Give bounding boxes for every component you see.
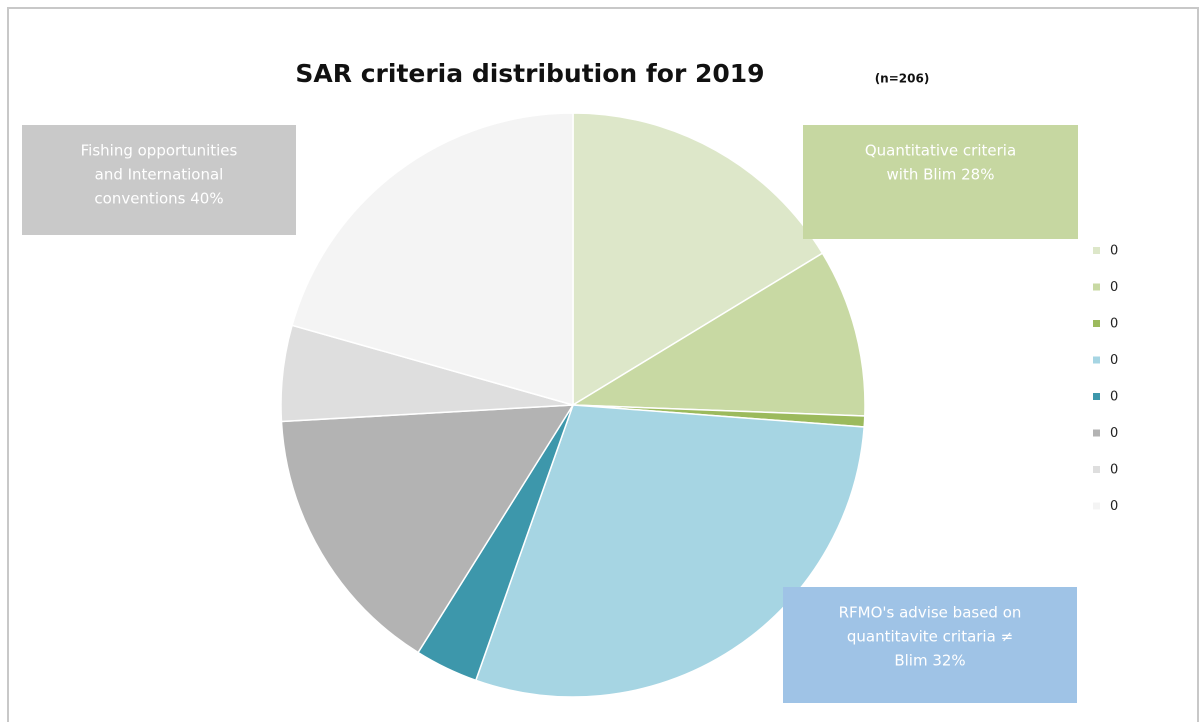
legend-swatch [1093,393,1100,400]
annotation-text: quantitavite critaria ≠ [847,628,1013,646]
legend-swatch [1093,429,1100,437]
legend-swatch [1093,247,1100,254]
annotation-box [22,125,296,235]
chart-title: SAR criteria distribution for 2019 [295,59,764,88]
annotation-text: with Blim 28% [887,166,995,184]
annotation-box [803,125,1078,239]
chart-subtitle: (n=206) [875,72,930,86]
legend-swatch [1093,502,1100,510]
pie-slice [570,252,866,417]
legend-label: 0 [1110,280,1118,295]
annotation-text: Blim 32% [894,652,965,670]
annotation-text: Quantitative criteria [865,142,1016,160]
annotation-text: conventions 40% [94,190,223,208]
annotation-text: Fishing opportunities [81,142,238,160]
legend-swatch [1093,356,1100,364]
legend-swatch [1093,466,1100,473]
pie-slice [474,404,865,698]
pie-slice [280,404,575,654]
annotation-text: RFMO's advise based on [839,604,1022,622]
legend-label: 0 [1110,317,1118,332]
legend-label: 0 [1110,499,1118,514]
pie-slice [291,112,574,406]
legend-label: 0 [1110,463,1118,478]
annotation-box [783,587,1077,703]
legend-swatch [1093,283,1100,291]
legend-label: 0 [1110,426,1118,441]
annotation-text: and International [95,166,224,184]
legend-label: 0 [1110,353,1118,368]
legend-label: 0 [1110,390,1118,405]
legend-label: 0 [1110,244,1118,259]
legend-swatch [1093,320,1100,327]
